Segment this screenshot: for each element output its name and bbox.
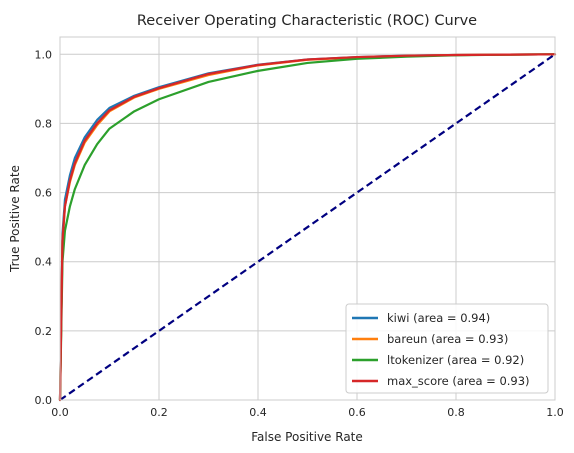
y-tick-label: 1.0: [35, 48, 53, 61]
y-tick-label: 0.2: [35, 325, 53, 338]
x-tick-label: 0.2: [150, 406, 168, 419]
plot-frame: [59, 36, 556, 401]
chart-title: Receiver Operating Characteristic (ROC) …: [137, 13, 477, 29]
legend: kiwi (area = 0.94) bareun (area = 0.93) lt…: [345, 303, 549, 394]
legend-label: bareun (area = 0.93): [387, 332, 508, 346]
x-tick-label: 1.0: [546, 406, 564, 419]
reference-diagonal: [59, 53, 556, 401]
series-line-3: [58, 53, 557, 402]
legend-label: max_score (area = 0.93): [387, 374, 530, 388]
y-axis-label: True Positive Rate: [8, 165, 22, 273]
y-tick-label: 0.6: [35, 187, 53, 200]
series-group: [58, 53, 557, 402]
y-tick-label: 0.8: [35, 117, 53, 130]
legend-box: [345, 303, 549, 394]
x-tick-label: 0.0: [51, 406, 69, 419]
x-tick-label: 0.8: [447, 406, 465, 419]
x-axis-label: False Positive Rate: [251, 430, 363, 444]
x-tick-label: 0.6: [348, 406, 366, 419]
x-tick-label: 0.4: [249, 406, 267, 419]
reference-line: [59, 53, 556, 401]
legend-label: kiwi (area = 0.94): [387, 311, 490, 325]
y-tick-label: 0.0: [35, 394, 53, 407]
y-tick-labels: 0.0 0.2 0.4 0.6 0.8 1.0: [35, 48, 53, 407]
x-tick-labels: 0.0 0.2 0.4 0.6 0.8 1.0: [51, 406, 564, 419]
y-tick-label: 0.4: [35, 256, 53, 269]
legend-label: ltokenizer (area = 0.92): [387, 353, 524, 367]
grid: [59, 37, 556, 401]
